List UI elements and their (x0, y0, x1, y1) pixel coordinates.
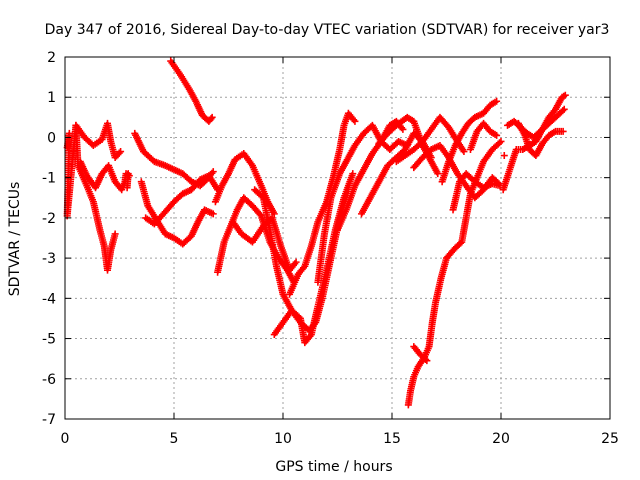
data-point (560, 105, 568, 113)
data-point (207, 115, 215, 123)
data-point (460, 148, 468, 156)
data-points (63, 57, 569, 409)
data-point (399, 125, 407, 133)
data-point (559, 107, 567, 115)
y-tick-label: -2 (42, 211, 56, 227)
data-point (208, 113, 216, 121)
data-point (111, 230, 119, 238)
y-axis-title: SDTVAR / TECUs (7, 182, 23, 297)
data-point (117, 148, 125, 156)
x-tick-label: 15 (383, 431, 401, 447)
y-tick-label: -6 (42, 372, 56, 388)
x-tick-label: 0 (61, 431, 70, 447)
y-tick-label: 1 (47, 90, 56, 106)
data-point (124, 170, 132, 178)
y-tick-label: -3 (42, 251, 56, 267)
data-point (351, 117, 359, 125)
data-point (209, 210, 217, 218)
x-tick-label: 20 (492, 431, 510, 447)
data-point (422, 355, 430, 363)
y-tick-label: 2 (47, 50, 56, 66)
data-point (292, 258, 300, 266)
data-point (423, 357, 431, 365)
y-tick-label: -4 (42, 291, 56, 307)
y-tick-label: -7 (42, 412, 56, 428)
data-point (493, 97, 501, 105)
x-tick-label: 25 (601, 431, 619, 447)
data-point (349, 170, 357, 178)
data-point (559, 127, 567, 135)
chart-title: Day 347 of 2016, Sidereal Day-to-day VTE… (45, 22, 610, 38)
data-point (115, 149, 123, 157)
data-point (496, 139, 504, 147)
data-point (493, 131, 501, 139)
plot-frame (64, 56, 611, 420)
data-point (270, 210, 278, 218)
x-tick-label: 10 (274, 431, 292, 447)
y-tick-label: -1 (42, 171, 56, 187)
grid (65, 57, 610, 419)
y-tick-label: -5 (42, 332, 56, 348)
data-point (434, 170, 442, 178)
data-point (500, 152, 508, 160)
x-tick-label: 5 (170, 431, 179, 447)
data-point (561, 91, 569, 99)
y-tick-label: 0 (47, 130, 56, 146)
data-point (209, 168, 217, 176)
data-point (497, 137, 505, 145)
x-axis-title: GPS time / hours (275, 459, 392, 475)
axis-ticks: 0 5 10 15 20 25 -7 -6 -5 -4 -3 -2 -1 0 1 2 (42, 50, 619, 447)
